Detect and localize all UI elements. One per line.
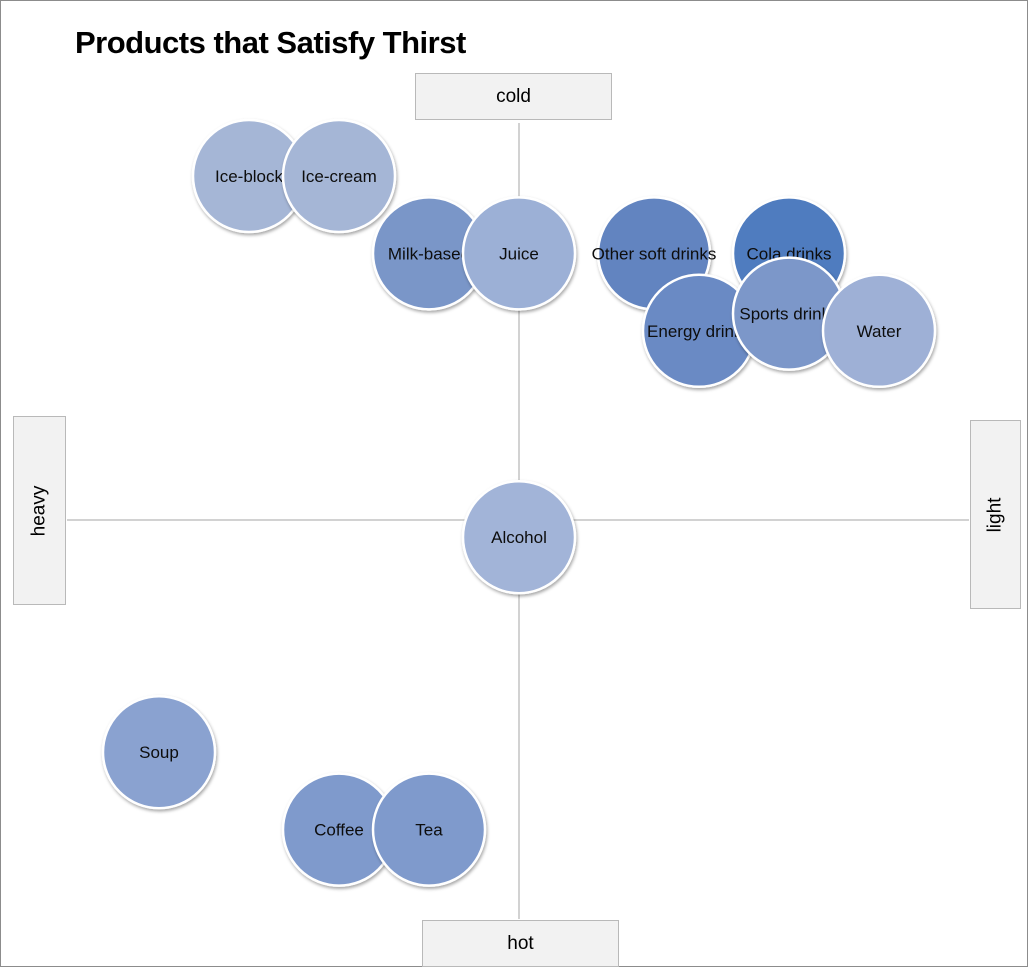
bubble-label-soup: Soup <box>139 743 179 762</box>
axis-label-top-text: cold <box>496 85 531 107</box>
chart-title: Products that Satisfy Thirst <box>75 25 466 60</box>
bubble-juice <box>461 196 577 311</box>
bubble-label-milk-based: Milk-based <box>388 244 470 263</box>
bubble-label-other-soft-drinks: Other soft drinks <box>592 244 717 263</box>
bubble-label-energy-drinks: Energy drinks <box>647 322 751 341</box>
bubble-label-cola-drinks: Cola drinks <box>746 244 831 263</box>
bubble-label-ice-block: Ice-block <box>215 167 284 186</box>
bubble-water <box>821 273 937 389</box>
bubble-tea <box>371 772 487 887</box>
axis-label-left: heavy <box>13 416 66 605</box>
axis-label-bottom: hot <box>422 920 619 967</box>
axis-label-left-text: heavy <box>28 485 50 536</box>
bubble-label-ice-cream: Ice-cream <box>301 167 377 186</box>
bubble-alcohol <box>461 479 577 595</box>
bubble-ice-cream <box>281 118 397 234</box>
bubble-label-tea: Tea <box>415 821 443 840</box>
bubbles-group: Ice-block Ice-cream Milk-based Juice Other s… <box>101 118 937 887</box>
axis-label-right: light <box>970 420 1021 609</box>
axis-label-right-text: light <box>984 497 1006 532</box>
bubble-label-water: Water <box>857 322 902 341</box>
axis-label-bottom-text: hot <box>507 932 534 954</box>
axis-label-top: cold <box>415 73 612 120</box>
bubble-label-sports-drinks: Sports drinks <box>739 305 838 324</box>
bubble-soup <box>101 694 217 810</box>
bubble-label-alcohol: Alcohol <box>491 528 547 547</box>
bubble-label-coffee: Coffee <box>314 821 364 840</box>
bubble-label-juice: Juice <box>499 244 539 263</box>
